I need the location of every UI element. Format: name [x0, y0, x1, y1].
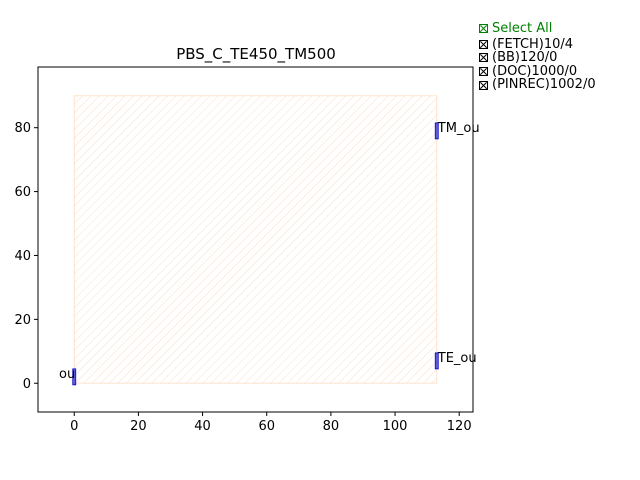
y-tick-label: 0 — [23, 377, 31, 392]
x-tick-label: 0 — [70, 419, 78, 434]
legend-item-pinrec[interactable]: (PINREC)1002/0 — [479, 78, 596, 92]
port-label: TM_ou — [437, 121, 480, 136]
x-tick-label: 20 — [130, 419, 147, 434]
checked-box-icon — [479, 53, 488, 63]
port-label: ou — [59, 367, 75, 382]
port-marker — [72, 368, 77, 386]
checked-box-icon — [479, 80, 488, 90]
checked-box-icon — [479, 39, 488, 49]
y-axis: 0 20 40 60 80 — [14, 121, 38, 392]
checked-box-icon — [479, 24, 488, 34]
legend-item-label: (BB)120/0 — [492, 50, 558, 66]
x-tick-label: 120 — [447, 419, 472, 434]
layer-legend: Select All (FETCH)10/4 (BB)120/0 (DOC)10… — [479, 22, 596, 92]
legend-item-label: (PINREC)1002/0 — [492, 77, 596, 93]
chart-title: PBS_C_TE450_TM500 — [176, 45, 336, 64]
port-marker — [434, 122, 439, 140]
legend-item-bb[interactable]: (BB)120/0 — [479, 51, 596, 65]
legend-item-doc[interactable]: (DOC)1000/0 — [479, 65, 596, 79]
port-label: TE_ou — [437, 351, 477, 366]
y-tick-label: 40 — [14, 249, 31, 264]
checked-box-icon — [479, 67, 488, 77]
port-marker — [434, 352, 439, 370]
select-all-toggle[interactable]: Select All — [479, 22, 596, 36]
y-tick-label: 80 — [14, 121, 31, 136]
component-region — [73, 95, 438, 384]
x-tick-label: 80 — [323, 419, 340, 434]
x-tick-label: 100 — [383, 419, 408, 434]
select-all-label: Select All — [492, 21, 553, 36]
x-axis: 0 20 40 60 80 100 120 — [70, 412, 472, 434]
legend-item-fetch[interactable]: (FETCH)10/4 — [479, 36, 596, 52]
plot-frame — [37, 66, 474, 413]
y-tick-label: 20 — [14, 313, 31, 328]
legend-item-label: (FETCH)10/4 — [492, 36, 574, 52]
x-tick-label: 60 — [258, 419, 275, 434]
x-tick-label: 40 — [194, 419, 211, 434]
y-tick-label: 60 — [14, 185, 31, 200]
legend-item-label: (DOC)1000/0 — [492, 63, 578, 79]
